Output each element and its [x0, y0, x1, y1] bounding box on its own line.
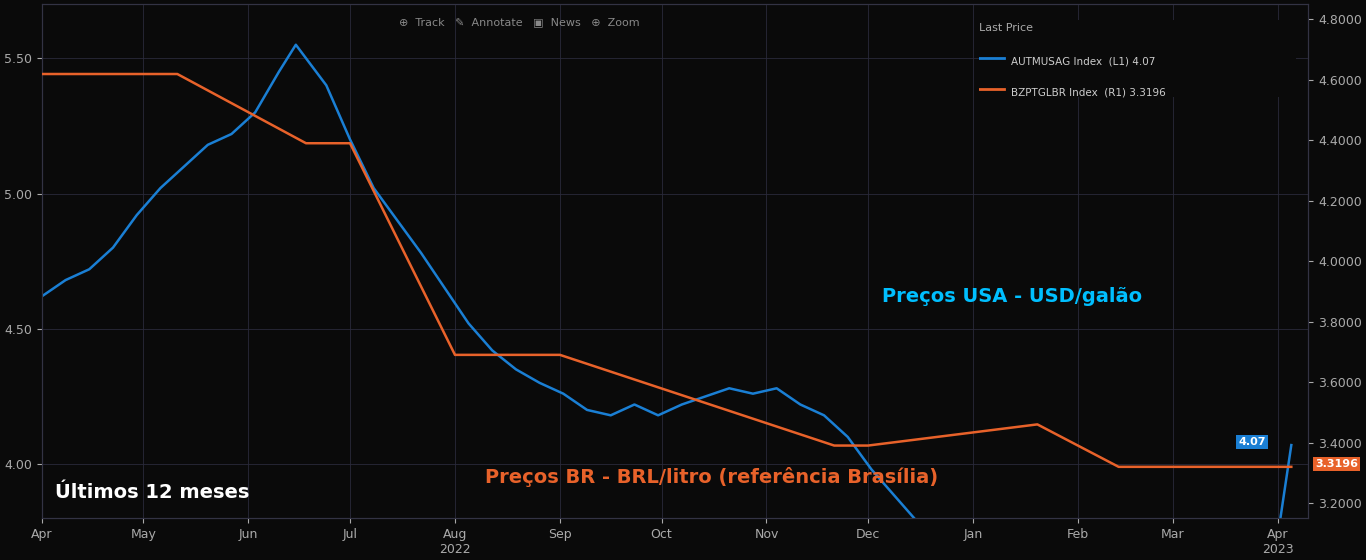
Text: 3.3196: 3.3196: [1315, 459, 1358, 469]
Text: Preços BR - BRL/litro (referência Brasília): Preços BR - BRL/litro (referência Brasíl…: [485, 467, 938, 487]
Text: Últimos 12 meses: Últimos 12 meses: [55, 483, 249, 502]
Text: Preços USA - USD/galão: Preços USA - USD/galão: [881, 287, 1142, 306]
Text: 4.07: 4.07: [1239, 437, 1266, 447]
Text: ⊕  Track   ✎  Annotate   ▣  News   ⊕  Zoom: ⊕ Track ✎ Annotate ▣ News ⊕ Zoom: [399, 17, 639, 27]
